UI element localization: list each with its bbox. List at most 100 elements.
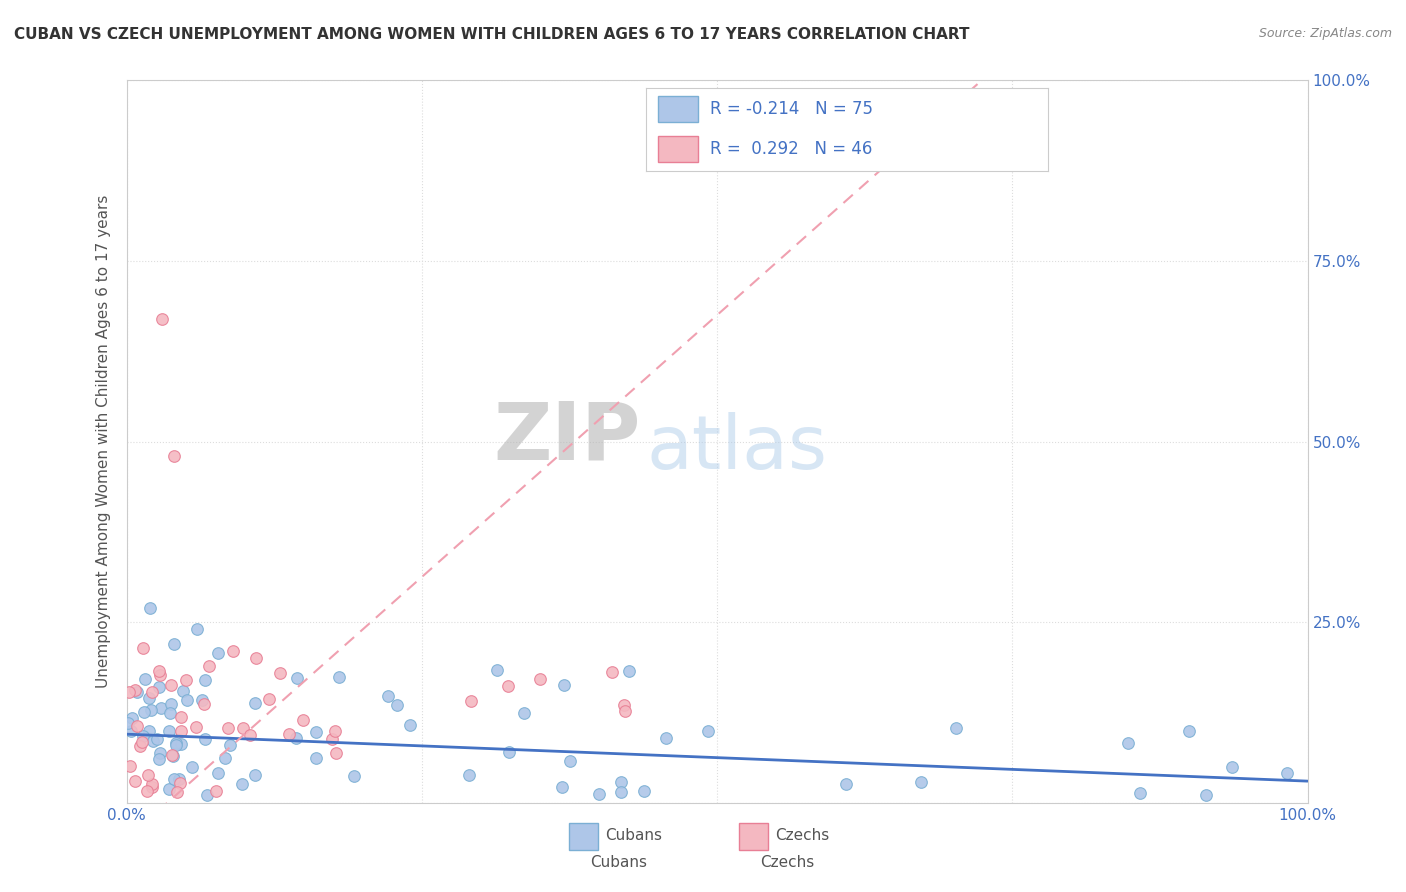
Point <box>134 673 156 687</box>
Point <box>170 724 193 739</box>
Point <box>239 728 262 742</box>
Point <box>245 651 267 665</box>
Point <box>172 684 194 698</box>
Point <box>138 690 160 705</box>
Point <box>150 311 173 326</box>
Point <box>124 683 146 698</box>
Point <box>141 780 163 794</box>
Point <box>138 724 160 739</box>
Point <box>496 679 519 693</box>
Point <box>1129 786 1152 800</box>
Point <box>1178 724 1201 739</box>
Point <box>141 777 163 791</box>
Point <box>124 773 146 788</box>
Point <box>148 680 170 694</box>
Point <box>148 752 170 766</box>
Point <box>132 705 155 719</box>
Point <box>163 449 186 463</box>
Point <box>118 759 141 773</box>
Point <box>460 694 482 708</box>
Point <box>325 723 347 738</box>
Point <box>231 777 253 791</box>
Point <box>121 711 143 725</box>
Text: atlas: atlas <box>647 412 827 485</box>
Point <box>613 698 636 712</box>
Point <box>186 623 208 637</box>
Point <box>257 691 280 706</box>
Text: Cubans: Cubans <box>591 855 647 870</box>
Point <box>180 760 202 774</box>
Point <box>399 718 422 732</box>
Point <box>385 698 408 712</box>
Point <box>135 784 157 798</box>
Point <box>191 693 214 707</box>
Text: CUBAN VS CZECH UNEMPLOYMENT AMONG WOMEN WITH CHILDREN AGES 6 TO 17 YEARS CORRELA: CUBAN VS CZECH UNEMPLOYMENT AMONG WOMEN … <box>14 27 970 42</box>
Point <box>588 788 610 802</box>
Point <box>149 668 172 682</box>
Point <box>157 782 180 797</box>
Point <box>127 719 149 733</box>
Point <box>343 769 366 783</box>
Text: Source: ZipAtlas.com: Source: ZipAtlas.com <box>1258 27 1392 40</box>
Point <box>458 768 481 782</box>
Point <box>142 733 165 747</box>
Point <box>163 772 186 786</box>
Y-axis label: Unemployment Among Women with Children Ages 6 to 17 years: Unemployment Among Women with Children A… <box>96 194 111 689</box>
Text: ZIP: ZIP <box>494 399 640 477</box>
Point <box>162 748 184 763</box>
Point <box>184 720 207 734</box>
Point <box>305 724 328 739</box>
Point <box>205 784 228 798</box>
Point <box>217 721 239 735</box>
Point <box>132 729 155 743</box>
Point <box>198 658 221 673</box>
Point <box>195 789 218 803</box>
Point <box>222 644 245 658</box>
Point <box>243 697 266 711</box>
Point <box>118 685 141 699</box>
Point <box>193 697 215 711</box>
Point <box>166 785 188 799</box>
Point <box>117 715 139 730</box>
Point <box>163 637 186 651</box>
Point <box>214 750 236 764</box>
Point <box>328 670 350 684</box>
Point <box>139 703 162 717</box>
Point <box>529 672 551 686</box>
Point <box>149 701 172 715</box>
Point <box>148 747 170 761</box>
Point <box>157 724 180 739</box>
Point <box>139 600 162 615</box>
Point <box>148 664 170 678</box>
Point <box>132 640 155 655</box>
Point <box>513 706 536 721</box>
Point <box>285 671 308 685</box>
Point <box>170 709 193 723</box>
Point <box>159 706 181 720</box>
Point <box>219 738 242 752</box>
Point <box>558 754 581 768</box>
Point <box>1195 788 1218 802</box>
Point <box>945 722 967 736</box>
Point <box>1116 736 1139 750</box>
Point <box>305 750 328 764</box>
Point <box>170 737 193 751</box>
Point <box>131 735 153 749</box>
Point <box>160 747 183 762</box>
Point <box>292 713 315 727</box>
Point <box>321 732 343 747</box>
Point <box>176 693 198 707</box>
Point <box>165 738 187 752</box>
Point <box>1275 766 1298 780</box>
Point <box>835 777 858 791</box>
Point <box>285 731 308 745</box>
Point <box>269 665 291 680</box>
Point <box>910 775 932 789</box>
Point <box>485 663 508 677</box>
Point <box>551 780 574 794</box>
Point <box>207 646 229 660</box>
Point <box>609 785 631 799</box>
Point <box>232 721 254 735</box>
Point <box>553 678 575 692</box>
Point <box>696 724 718 739</box>
